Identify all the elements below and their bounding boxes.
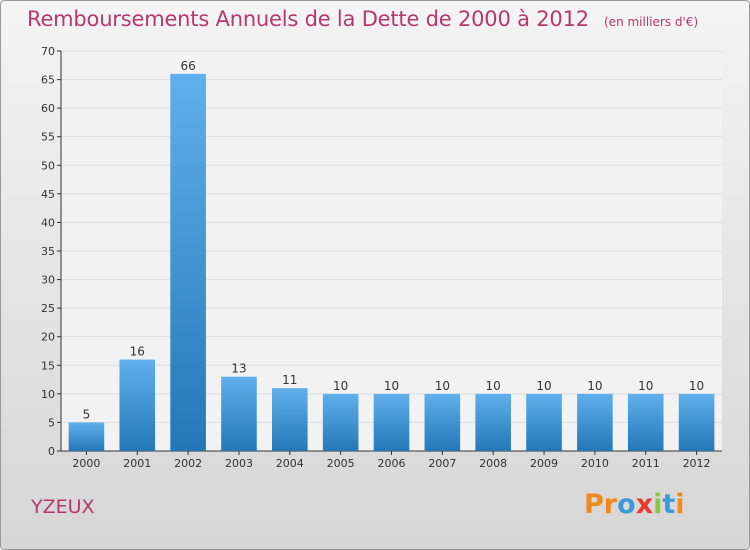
- logo-letter: P: [584, 489, 604, 520]
- y-tick-label: 60: [41, 102, 55, 115]
- commune-name: YZEUX: [31, 496, 95, 518]
- data-label-2007: 10: [435, 379, 450, 393]
- logo-letter: r: [603, 489, 618, 520]
- logo-letter: t: [662, 489, 676, 520]
- y-tick-label: 30: [41, 274, 55, 287]
- data-label-2008: 10: [486, 379, 501, 393]
- x-tick-label-2004: 2004: [276, 457, 304, 470]
- bar-2007: [424, 393, 461, 451]
- bars: [68, 73, 715, 451]
- x-tick-label-2001: 2001: [123, 457, 151, 470]
- y-tick-label: 40: [41, 216, 55, 229]
- logo-letter: i: [653, 489, 663, 520]
- proxiti-logo: Proxiti: [584, 489, 685, 520]
- data-label-2006: 10: [384, 379, 399, 393]
- y-tick-label: 70: [41, 45, 55, 58]
- chart-subtitle: (en milliers d'€): [604, 15, 699, 29]
- y-tick-label: 55: [41, 131, 55, 144]
- y-tick-label: 65: [41, 74, 55, 87]
- x-tick-label-2011: 2011: [632, 457, 660, 470]
- y-tick-label: 10: [41, 388, 55, 401]
- bar-2008: [475, 393, 511, 451]
- bar-2009: [526, 393, 562, 451]
- y-tick-label: 45: [41, 188, 55, 201]
- x-tick-label-2009: 2009: [530, 457, 558, 470]
- logo-letter: i: [675, 489, 685, 520]
- x-tick-label-2005: 2005: [327, 457, 355, 470]
- bar-2004: [272, 388, 308, 451]
- bar-2003: [221, 376, 257, 451]
- data-label-2003: 13: [231, 362, 246, 376]
- chart-title: Remboursements Annuels de la Dette de 20…: [27, 7, 589, 31]
- x-tick-label-2012: 2012: [683, 457, 711, 470]
- y-tick-label: 25: [41, 302, 55, 315]
- data-label-2001: 16: [130, 345, 145, 359]
- bar-2011: [627, 393, 664, 451]
- bar-2002: [170, 73, 206, 451]
- y-tick-label: 20: [41, 331, 55, 344]
- data-label-2010: 10: [587, 379, 602, 393]
- bar-2001: [119, 359, 156, 451]
- x-tick-label-2006: 2006: [378, 457, 406, 470]
- bar-2000: [68, 422, 105, 451]
- x-tick-label-2000: 2000: [72, 457, 100, 470]
- data-label-2004: 11: [282, 373, 297, 387]
- y-tick-label: 50: [41, 159, 55, 172]
- data-label-2011: 10: [638, 379, 653, 393]
- bar-2006: [373, 393, 410, 451]
- y-tick-label: 35: [41, 245, 55, 258]
- data-label-2009: 10: [536, 379, 551, 393]
- x-tick-label-2002: 2002: [174, 457, 202, 470]
- x-tick-label-2007: 2007: [428, 457, 456, 470]
- data-labels: 5 16 66 13 11 10 10 10 10 10 10 10 10: [83, 59, 705, 422]
- x-tick-label-2008: 2008: [479, 457, 507, 470]
- bar-2010: [577, 393, 613, 451]
- y-tick-label: 5: [48, 416, 55, 429]
- y-tick-label: 0: [48, 445, 55, 458]
- logo-letter: x: [635, 489, 654, 520]
- logo-letter: o: [617, 489, 636, 520]
- bar-2005: [322, 393, 359, 451]
- data-label-2000: 5: [83, 407, 91, 421]
- data-label-2005: 10: [333, 379, 348, 393]
- y-tick-label: 15: [41, 359, 55, 372]
- x-tick-label-2003: 2003: [225, 457, 253, 470]
- x-tick-label-2010: 2010: [581, 457, 609, 470]
- bar-2012: [678, 393, 715, 451]
- data-label-2002: 66: [180, 59, 195, 73]
- data-label-2012: 10: [689, 379, 704, 393]
- title-row: Remboursements Annuels de la Dette de 20…: [27, 7, 698, 31]
